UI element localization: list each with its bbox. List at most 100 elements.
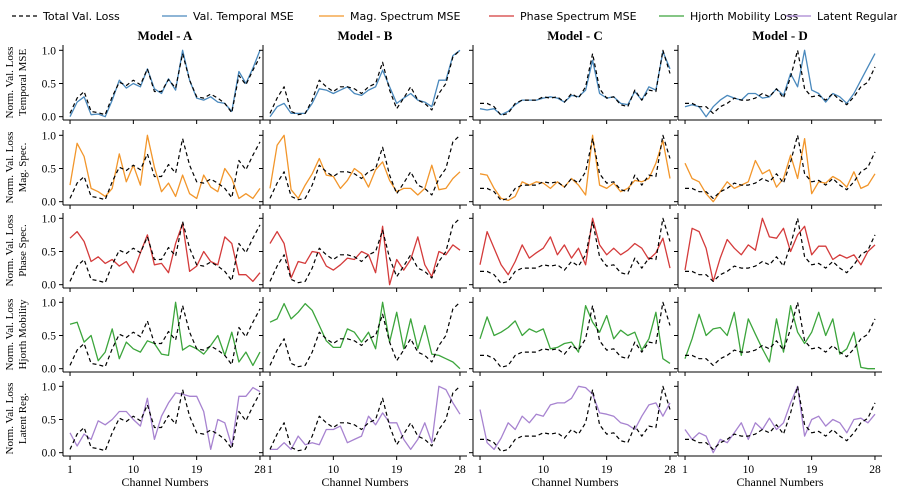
- legend-label: Latent Regularization: [817, 10, 897, 23]
- component-line: [69, 301, 261, 367]
- component-line: [684, 385, 876, 454]
- row-label: Norm. Val. Loss: [4, 132, 16, 204]
- legend-label: Phase Spectrum MSE: [520, 10, 637, 23]
- subplot: 0.0 0.5 1.0: [42, 297, 267, 376]
- legend-label: Hjorth Mobility Loss: [690, 10, 798, 23]
- total-loss-line: [685, 217, 876, 282]
- component-line: [684, 217, 876, 283]
- panel-grid: 0.00.51.00.00.51.00.00.51.00.00.51.00.00…: [42, 45, 882, 489]
- x-tick-label: 10: [743, 464, 755, 476]
- subplot: [674, 297, 882, 376]
- component-line: [270, 385, 461, 451]
- legend: Total Val. Loss Val. Temporal MSE Mag. Spe…: [12, 10, 897, 23]
- total-loss-line: [69, 389, 261, 452]
- y-tick-label: 0.0: [42, 448, 57, 460]
- component-line: [69, 386, 261, 451]
- subplot: 1 10 19 28 Channel Numbers: [259, 381, 467, 489]
- row-sublabel: Mag. Spec.: [17, 142, 29, 192]
- model-title: Model - B: [338, 28, 393, 43]
- component-line: [269, 225, 461, 286]
- total-loss-line: [69, 138, 261, 201]
- total-loss-line: [269, 49, 461, 116]
- subplot: 1 10 19 28 Channel Numbers: [674, 381, 882, 489]
- total-loss-line: [685, 301, 876, 366]
- subplot: 0.0 0.5 1.0 1 10 19 28 Channel Numbers: [42, 381, 267, 489]
- y-tick-label: 1.0: [42, 297, 57, 309]
- y-tick-label: 0.5: [42, 414, 57, 426]
- total-loss-line: [269, 385, 461, 452]
- subplot: [469, 297, 677, 376]
- subplot: 0.0 0.5 1.0: [42, 45, 267, 124]
- x-tick-label: 19: [391, 464, 403, 476]
- total-loss-line: [480, 134, 671, 201]
- component-line: [69, 222, 261, 283]
- legend-item: Total Val. Loss: [12, 10, 120, 23]
- y-tick-label: 0.0: [42, 280, 57, 292]
- component-line: [269, 134, 461, 200]
- subplot: [674, 130, 882, 209]
- x-tick-label: 10: [538, 464, 550, 476]
- subplot: [674, 45, 882, 124]
- x-axis-label: Channel Numbers: [122, 475, 209, 489]
- legend-item: Val. Temporal MSE: [162, 10, 294, 23]
- x-axis-label: Channel Numbers: [322, 475, 409, 489]
- total-loss-line: [69, 52, 261, 116]
- subplot: 1 10 19 28 Channel Numbers: [469, 381, 677, 489]
- component-line: [69, 49, 261, 118]
- x-tick-label: 1: [267, 464, 273, 476]
- x-tick-label: 28: [869, 464, 881, 476]
- total-loss-line: [269, 134, 461, 201]
- legend-label: Val. Temporal MSE: [193, 10, 294, 23]
- component-line: [684, 49, 876, 118]
- subplot: [259, 213, 467, 292]
- model-title: Model - A: [138, 28, 193, 43]
- legend-item: Hjorth Mobility Loss: [659, 10, 798, 23]
- total-loss-line: [480, 385, 671, 452]
- subplot: 0.0 0.5 1.0: [42, 130, 267, 209]
- subplot: [469, 130, 677, 209]
- x-tick-label: 28: [664, 464, 676, 476]
- total-loss-line: [685, 134, 876, 199]
- y-tick-label: 0.0: [42, 364, 57, 376]
- y-tick-label: 1.0: [42, 213, 57, 225]
- total-loss-line: [480, 301, 671, 368]
- legend-label: Total Val. Loss: [42, 10, 120, 23]
- x-tick-label: 28: [454, 464, 466, 476]
- y-tick-label: 0.5: [42, 163, 57, 175]
- component-line: [684, 304, 875, 370]
- component-line: [269, 49, 461, 118]
- subplot: [469, 213, 677, 292]
- component-line: [479, 134, 671, 202]
- y-tick-label: 0.0: [42, 197, 57, 209]
- x-tick-label: 28: [254, 464, 266, 476]
- row-label: Norm. Val. Loss: [4, 47, 16, 119]
- x-tick-label: 19: [191, 464, 203, 476]
- subplot: [259, 297, 467, 376]
- subplot: [674, 213, 882, 292]
- y-tick-label: 1.0: [42, 130, 57, 142]
- row-label: Norm. Val. Loss: [4, 215, 16, 287]
- row-sublabel: Phase Spec.: [17, 224, 29, 277]
- component-line: [69, 134, 261, 200]
- x-axis-label: Channel Numbers: [737, 475, 824, 489]
- y-tick-label: 0.0: [42, 112, 57, 124]
- total-loss-line: [480, 217, 671, 284]
- x-tick-label: 1: [477, 464, 483, 476]
- y-tick-label: 0.5: [42, 330, 57, 342]
- component-line: [479, 304, 671, 364]
- row-label: Norm. Val. Loss: [4, 299, 16, 371]
- subplot: [259, 130, 467, 209]
- row-sublabel: Hjorth Mobility: [17, 299, 29, 369]
- y-tick-label: 0.5: [42, 78, 57, 90]
- x-axis-label: Channel Numbers: [532, 475, 619, 489]
- y-tick-label: 1.0: [42, 45, 57, 57]
- component-line: [479, 385, 671, 451]
- x-tick-label: 19: [601, 464, 613, 476]
- row-sublabel: Latent Reg.: [17, 393, 29, 445]
- row-label: Norm. Val. Loss: [4, 383, 16, 455]
- x-tick-label: 1: [682, 464, 688, 476]
- model-title: Model - D: [752, 28, 808, 43]
- model-title: Model - C: [547, 28, 603, 43]
- legend-item: Latent Regularization: [786, 10, 897, 23]
